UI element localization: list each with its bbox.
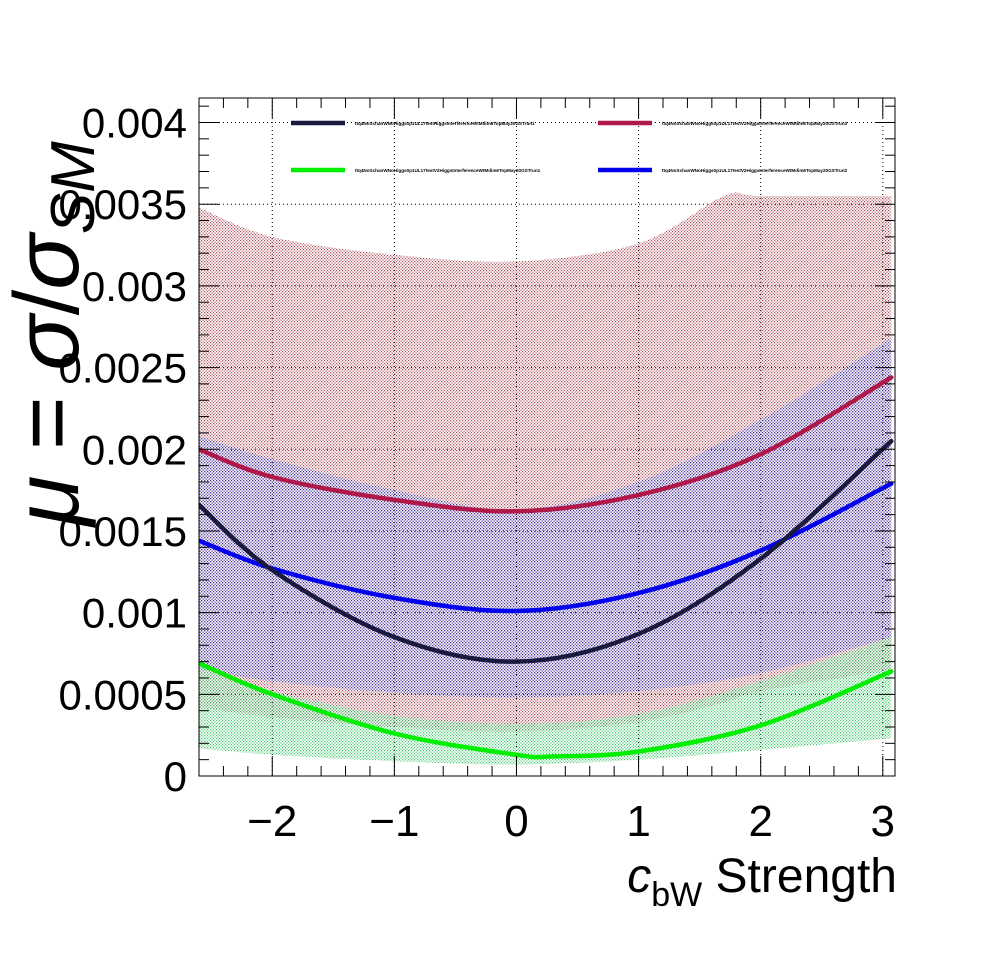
- x-tick-label: 3: [871, 797, 895, 846]
- legend: ttq4NoSchanWNoHiggs0p1UL17testHiggsInter…: [291, 120, 848, 173]
- x-tick-label: 2: [748, 797, 772, 846]
- y-axis-label-mu: μ: [0, 476, 98, 528]
- y-tick-label: 0.002: [82, 426, 187, 473]
- series-line: [199, 661, 894, 760]
- legend-label: ttq4NoSchanWNoHiggs0p1UL17testV2HiggsInt…: [355, 168, 541, 173]
- y-axis-label-sub: SM: [39, 141, 108, 234]
- uncertainty-band: [199, 637, 892, 765]
- y-axis-label-eq: =: [0, 371, 98, 476]
- y-tick-label: 0.0005: [59, 671, 187, 718]
- uncertainty-bands: [199, 192, 892, 765]
- legend-label: ttq4NoSchanWNoHiggs0p1UL17testHiggsInter…: [355, 121, 535, 126]
- x-tick-label: 1: [626, 797, 650, 846]
- series-line: [199, 481, 894, 614]
- y-tick-label: 0: [164, 753, 187, 800]
- y-axis-label-sigma2: σ: [0, 231, 98, 290]
- y-axis-label: μ = σ/σSM: [0, 141, 108, 528]
- y-tick-label: 0.0015: [59, 508, 187, 555]
- series-line: [199, 438, 894, 664]
- y-axis-label-slash: /: [0, 289, 98, 315]
- y-tick-label: 0.0035: [59, 181, 187, 228]
- x-axis-label-rest: Strength: [702, 850, 897, 903]
- series-line: [199, 375, 894, 514]
- x-tick-label: −2: [247, 797, 297, 846]
- plot-frame: [198, 97, 896, 777]
- x-tick-label: −1: [369, 797, 419, 846]
- series-curves: [199, 375, 894, 760]
- legend-label: ttq4NoSchanWNoHiggs0p1UL17testV2HiggsInt…: [662, 168, 848, 173]
- x-axis-label: cbW Strength: [627, 850, 897, 914]
- y-tick-label: 0.0025: [59, 345, 187, 392]
- uncertainty-band: [199, 338, 892, 698]
- y-tick-label: 0.003: [82, 263, 187, 310]
- x-axis-label-sub: bW: [651, 876, 702, 914]
- x-tick-label: 0: [504, 797, 528, 846]
- y-tick-label: 0.001: [82, 590, 187, 637]
- x-axis-label-c: c: [627, 850, 651, 903]
- y-tick-label: 0.004: [82, 100, 187, 147]
- legend-label: ttq4NoSchanWNoHiggs0p1UL17testV2HiggsInt…: [662, 121, 848, 126]
- y-axis-label-sigma: σ: [0, 312, 98, 371]
- axis-ticks: −2 −1 0 1 2 3 0 0.0005 0.001 0.0015 0.002 0.0025 0.0…: [59, 98, 895, 846]
